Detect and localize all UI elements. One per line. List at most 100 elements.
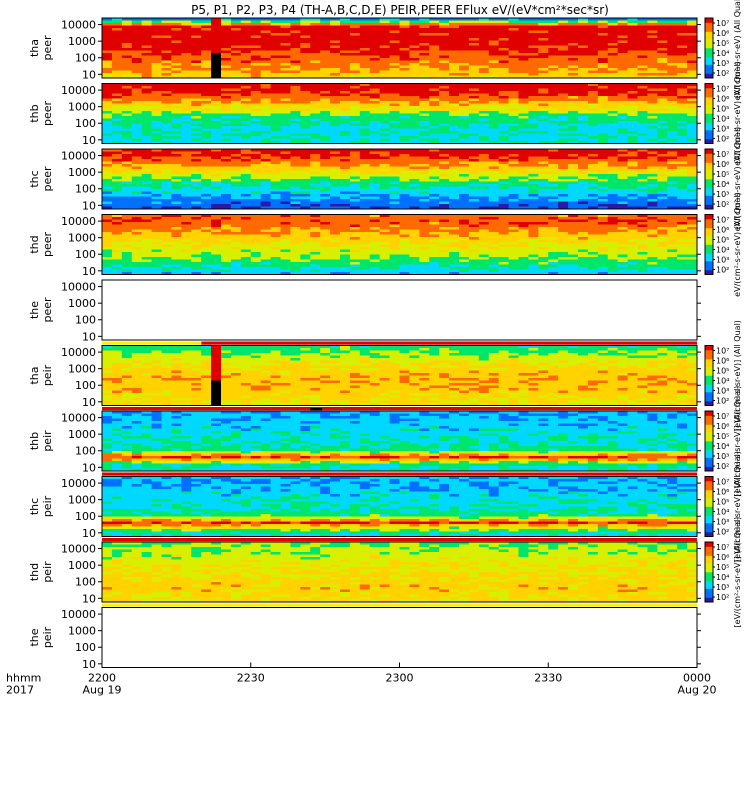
- colorbar-tick-label: 10²: [716, 69, 729, 78]
- heatmap-cell: [439, 201, 450, 205]
- heatmap-cell: [260, 70, 271, 74]
- heatmap-cell: [349, 196, 361, 200]
- heatmap-cell: [310, 35, 321, 39]
- heatmap-cell: [270, 196, 281, 200]
- heatmap-cell: [488, 169, 500, 172]
- heatmap-cell: [181, 232, 192, 235]
- heatmap-cell: [201, 232, 212, 235]
- heatmap-cell: [687, 106, 698, 109]
- heatmap-cell: [260, 133, 271, 137]
- heatmap-cell: [389, 93, 400, 97]
- heatmap-cell: [478, 108, 490, 112]
- heatmap-cell: [399, 121, 410, 124]
- heatmap-cell: [211, 40, 222, 44]
- heatmap-cell: [349, 217, 361, 220]
- heatmap-cell: [419, 106, 430, 109]
- heatmap-cell: [240, 217, 252, 220]
- heatmap-cell: [657, 88, 668, 92]
- heatmap-cell: [538, 103, 549, 107]
- heatmap-cell: [687, 191, 698, 195]
- heatmap-cell: [538, 154, 549, 157]
- heatmap-cell: [121, 65, 133, 69]
- heatmap-cell: [568, 156, 579, 160]
- heatmap-cell: [240, 184, 252, 187]
- heatmap-cell: [409, 25, 420, 29]
- heatmap-cell: [349, 179, 361, 182]
- heatmap-cell: [449, 23, 460, 26]
- colorbar-tick-label: 10²: [716, 135, 729, 144]
- heatmap-cell: [201, 103, 212, 107]
- heatmap-cell: [488, 48, 500, 51]
- heatmap-cell: [191, 60, 202, 64]
- heatmap-cell: [211, 58, 222, 61]
- heatmap-cell: [330, 219, 341, 223]
- heatmap-cell: [498, 35, 509, 39]
- heatmap-cell: [607, 108, 619, 112]
- heatmap-cell: [578, 206, 589, 210]
- colorbar-segment: [705, 33, 713, 35]
- heatmap-cell: [102, 156, 113, 160]
- heatmap-cell: [597, 184, 609, 187]
- heatmap-cell: [399, 186, 410, 190]
- heatmap-cell: [240, 227, 252, 230]
- heatmap-cell: [201, 229, 212, 233]
- heatmap-cell: [349, 186, 361, 190]
- heatmap-cell: [399, 45, 410, 49]
- heatmap-cell: [161, 103, 172, 107]
- heatmap-cell: [359, 35, 371, 39]
- heatmap-cell: [111, 108, 123, 112]
- heatmap-cell: [627, 73, 638, 76]
- heatmap-cell: [181, 161, 192, 165]
- heatmap-cell: [439, 166, 450, 170]
- heatmap-cell: [181, 199, 192, 202]
- heatmap-cell: [607, 131, 619, 134]
- heatmap-cell: [687, 101, 698, 104]
- heatmap-cell: [211, 30, 222, 34]
- heatmap-cell: [488, 103, 500, 107]
- heatmap-cell: [587, 68, 599, 71]
- heatmap-cell: [389, 166, 400, 170]
- heatmap-cell: [260, 206, 271, 210]
- heatmap-cell: [389, 118, 400, 122]
- heatmap-cell: [240, 28, 252, 31]
- heatmap-cell: [330, 116, 341, 119]
- heatmap-cell: [558, 179, 569, 182]
- heatmap-cell: [181, 219, 192, 223]
- heatmap-cell: [439, 28, 450, 31]
- heatmap-cell: [250, 65, 262, 69]
- heatmap-cell: [201, 113, 212, 117]
- heatmap-cell: [290, 151, 301, 155]
- heatmap-cell: [647, 83, 658, 87]
- heatmap-cell: [597, 176, 609, 180]
- heatmap-cell: [349, 154, 361, 157]
- heatmap-cell: [667, 60, 678, 64]
- heatmap-cell: [111, 91, 123, 94]
- heatmap-cell: [558, 30, 569, 34]
- heatmap-cell: [379, 48, 390, 51]
- heatmap-cell: [637, 50, 648, 54]
- heatmap-cell: [647, 98, 658, 102]
- heatmap-cell: [667, 18, 678, 21]
- heatmap-cell: [340, 169, 351, 172]
- heatmap-cell: [320, 149, 331, 152]
- heatmap-cell: [310, 55, 321, 59]
- heatmap-cell: [330, 68, 341, 71]
- heatmap-cell: [300, 101, 311, 104]
- heatmap-cell: [617, 227, 628, 230]
- colorbar-segment: [705, 131, 713, 134]
- heatmap-cell: [498, 179, 509, 182]
- heatmap-cell: [171, 174, 182, 177]
- heatmap-cell: [647, 116, 658, 119]
- heatmap-cell: [330, 171, 341, 175]
- heatmap-cell: [627, 189, 638, 192]
- heatmap-cell: [439, 113, 450, 117]
- heatmap-cell: [587, 154, 599, 157]
- heatmap-cell: [359, 136, 371, 139]
- heatmap-cell: [191, 98, 202, 102]
- heatmap-cell: [657, 149, 668, 152]
- heatmap-cell: [260, 169, 271, 172]
- heatmap-cell: [439, 58, 450, 61]
- heatmap-cell: [270, 106, 281, 109]
- heatmap-cell: [211, 181, 222, 185]
- heatmap-cell: [111, 154, 123, 157]
